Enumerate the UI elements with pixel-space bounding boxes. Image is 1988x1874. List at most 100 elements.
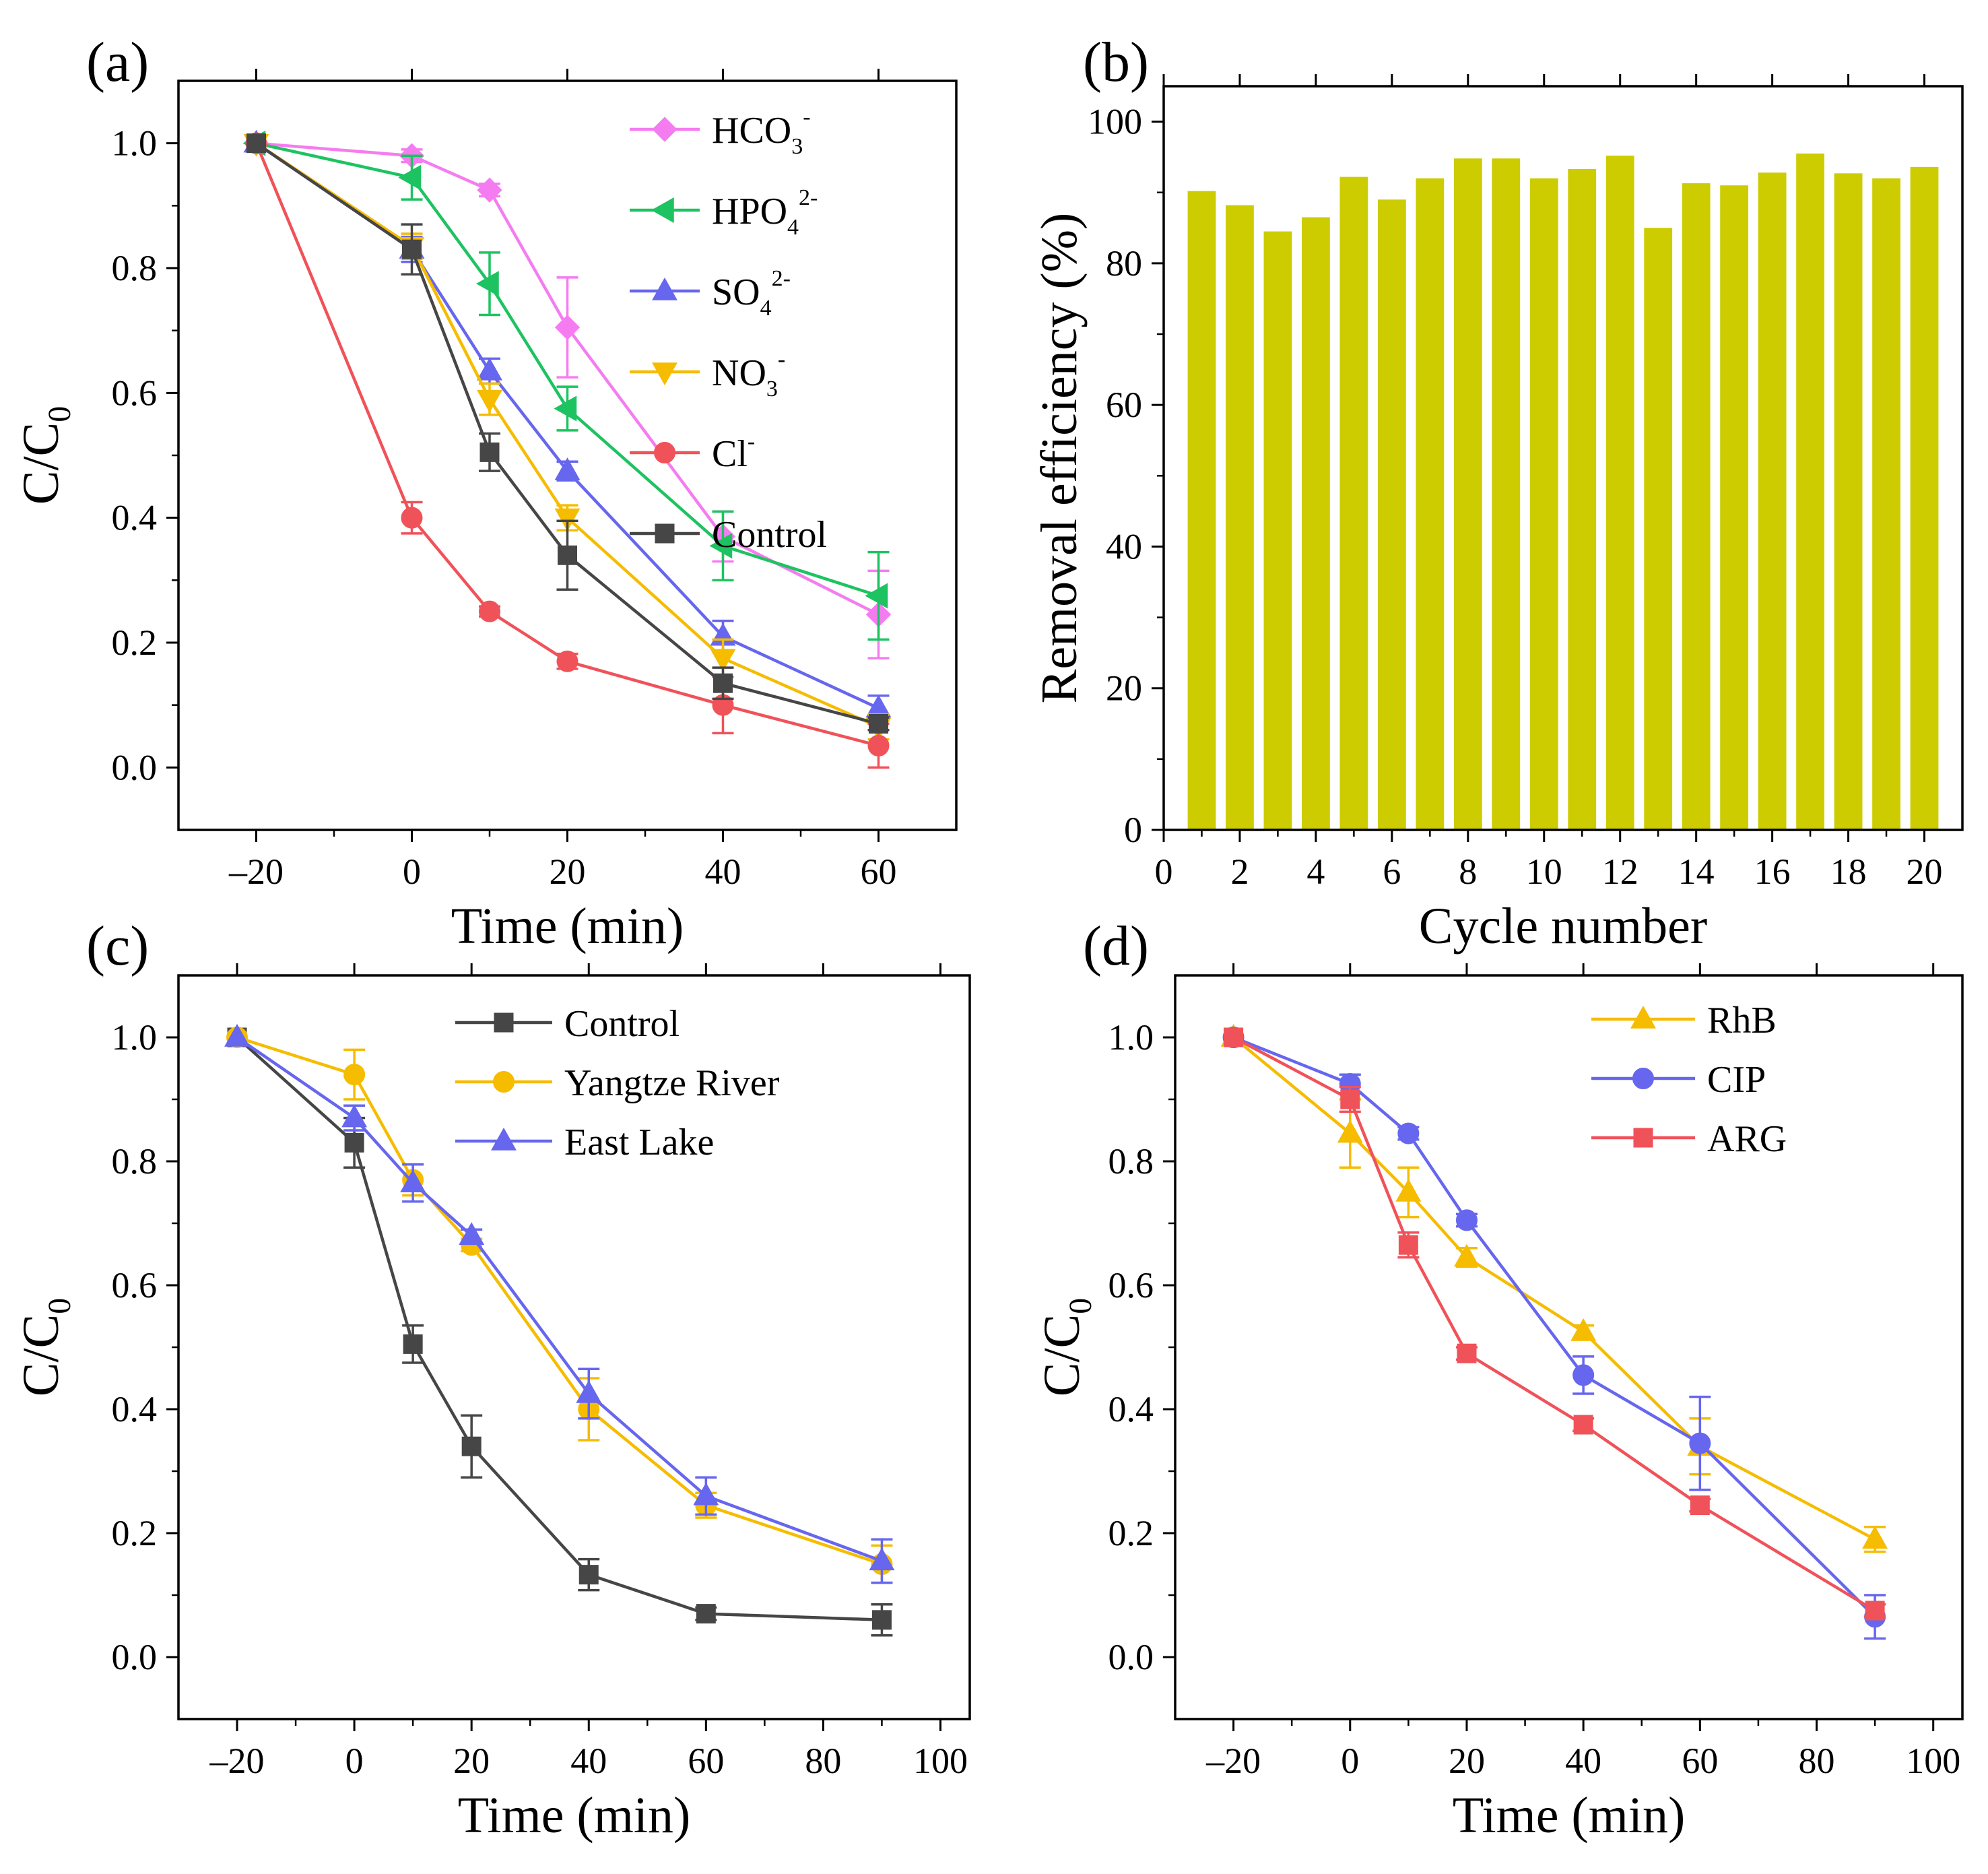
x-tick-label: 2 bbox=[1230, 851, 1249, 892]
data-point bbox=[1397, 1122, 1420, 1144]
bar-cycle-3 bbox=[1263, 231, 1292, 830]
data-point bbox=[344, 1132, 364, 1153]
legend-label: Control bbox=[564, 1003, 680, 1045]
legend-label-name: ARG bbox=[1707, 1118, 1787, 1160]
x-tick-label: 40 bbox=[705, 851, 741, 892]
y-tick-label: 0.2 bbox=[112, 1513, 158, 1553]
legend-label-name: Cl bbox=[712, 433, 748, 475]
legend-label-superscript: 2- bbox=[772, 266, 791, 291]
y-tick-label: 0.4 bbox=[112, 498, 158, 538]
data-point bbox=[477, 357, 502, 381]
x-tick-label: –20 bbox=[209, 1741, 265, 1781]
data-point bbox=[554, 508, 581, 531]
bar-cycle-17 bbox=[1796, 153, 1824, 830]
y-axis-title-main: Removal efficiency (%) bbox=[1031, 213, 1088, 704]
x-tick-label: –20 bbox=[228, 851, 284, 892]
bar-cycle-5 bbox=[1339, 176, 1368, 830]
data-point bbox=[1865, 1601, 1885, 1621]
panel-d: –20 0 20 40 60 80 100 0.0 0.2 0.4 0.6 0.8 1.0 (d) Time… bbox=[1034, 915, 1964, 1844]
y-tick-label: 0.8 bbox=[112, 1141, 158, 1182]
data-point bbox=[400, 1169, 426, 1192]
data-point bbox=[869, 1547, 895, 1571]
legend-marker bbox=[1633, 1128, 1653, 1148]
legend-label-superscript: - bbox=[748, 429, 755, 454]
legend-entry: HPO42- bbox=[630, 185, 818, 240]
data-point bbox=[709, 533, 733, 559]
legend-marker bbox=[654, 442, 675, 463]
y-axis-title: Removal efficiency (%) bbox=[1031, 213, 1088, 704]
legend-label: Yangtze River bbox=[564, 1062, 780, 1104]
data-point bbox=[1690, 1495, 1710, 1516]
legend-label-name: SO bbox=[712, 271, 760, 313]
legend-marker bbox=[494, 1012, 514, 1033]
data-point bbox=[475, 271, 499, 297]
legend-label-superscript: - bbox=[778, 347, 785, 372]
legend-label-subscript: 3 bbox=[766, 377, 778, 401]
legend-label: HCO3- bbox=[712, 104, 811, 159]
data-point bbox=[869, 713, 888, 734]
data-point bbox=[1395, 1178, 1422, 1202]
x-tick-label: 20 bbox=[453, 1741, 490, 1781]
data-point bbox=[461, 1436, 482, 1456]
legend-label: RhB bbox=[1707, 1000, 1777, 1041]
legend-label: HPO42- bbox=[712, 185, 818, 240]
y-tick-label: 1.0 bbox=[112, 123, 158, 164]
x-axis-title: Time (min) bbox=[451, 898, 684, 955]
data-point bbox=[402, 239, 422, 259]
legend-label-superscript: 2- bbox=[799, 185, 818, 210]
y-axis-title-subscript: 0 bbox=[42, 1298, 77, 1314]
y-tick-label: 0.4 bbox=[112, 1389, 158, 1429]
legend-marker bbox=[1632, 1068, 1654, 1089]
plot-frame bbox=[1162, 85, 1964, 831]
legend-label-name: CIP bbox=[1707, 1059, 1766, 1101]
legend-label: East Lake bbox=[564, 1122, 714, 1163]
bar-cycle-11 bbox=[1568, 169, 1597, 830]
legend-label-name: Control bbox=[564, 1003, 680, 1045]
y-tick-label: 60 bbox=[1106, 385, 1142, 425]
legend-label-subscript: 3 bbox=[791, 134, 803, 159]
bar-cycle-13 bbox=[1644, 228, 1673, 830]
bar-cycle-10 bbox=[1529, 178, 1558, 831]
x-tick-label: 60 bbox=[1682, 1741, 1718, 1781]
legend-label-name: NO bbox=[712, 352, 766, 394]
bar-cycle-19 bbox=[1872, 178, 1900, 831]
legend-label: SO42- bbox=[712, 266, 791, 321]
y-tick-label: 0.2 bbox=[1108, 1513, 1154, 1553]
series-control bbox=[246, 133, 890, 734]
x-tick-label: 80 bbox=[805, 1741, 841, 1781]
y-axis-title: C/C0 bbox=[1034, 1298, 1098, 1397]
data-point bbox=[403, 1334, 423, 1354]
y-axis-title-main: C/C bbox=[13, 1314, 69, 1397]
panel-c: –20 0 20 40 60 80 100 0.0 0.2 0.4 0.6 0.8 1.0 (c) Time… bbox=[13, 915, 971, 1844]
data-point bbox=[1340, 1089, 1360, 1109]
y-tick-label: 40 bbox=[1106, 526, 1142, 567]
x-tick-label: 20 bbox=[1907, 851, 1943, 892]
y-axis-title-main: C/C bbox=[13, 422, 69, 505]
bar-cycle-4 bbox=[1302, 217, 1330, 830]
data-point bbox=[477, 389, 502, 413]
series-line bbox=[255, 141, 880, 725]
x-tick-label: 40 bbox=[570, 1741, 607, 1781]
y-tick-label: 0.4 bbox=[1108, 1389, 1154, 1429]
legend-marker bbox=[493, 1071, 515, 1093]
legend-entry: HCO3- bbox=[630, 104, 811, 159]
data-point bbox=[578, 1565, 599, 1585]
legend-entry: NO3- bbox=[630, 347, 785, 401]
series-line bbox=[255, 141, 880, 729]
data-point bbox=[558, 545, 577, 565]
data-point bbox=[1573, 1415, 1593, 1435]
data-point bbox=[554, 395, 577, 422]
legend-label: Control bbox=[712, 514, 827, 556]
panel-a: –20 0 20 40 600.00.20.40.60.81.0(a)Time (min… bbox=[13, 31, 958, 955]
legend-entry: RhB bbox=[1591, 1000, 1777, 1041]
data-point bbox=[1337, 1120, 1363, 1143]
y-tick-label: 0.6 bbox=[112, 1265, 158, 1305]
legend-label-name: Yangtze River bbox=[564, 1062, 780, 1104]
data-point bbox=[1398, 1235, 1418, 1255]
y-tick-label: 0.0 bbox=[1108, 1637, 1154, 1677]
x-tick-label: 20 bbox=[550, 851, 586, 892]
legend-entry: Control bbox=[630, 514, 827, 556]
x-axis-title: Cycle number bbox=[1419, 898, 1707, 955]
x-axis-title: Time (min) bbox=[1453, 1787, 1686, 1844]
data-point bbox=[865, 583, 888, 609]
